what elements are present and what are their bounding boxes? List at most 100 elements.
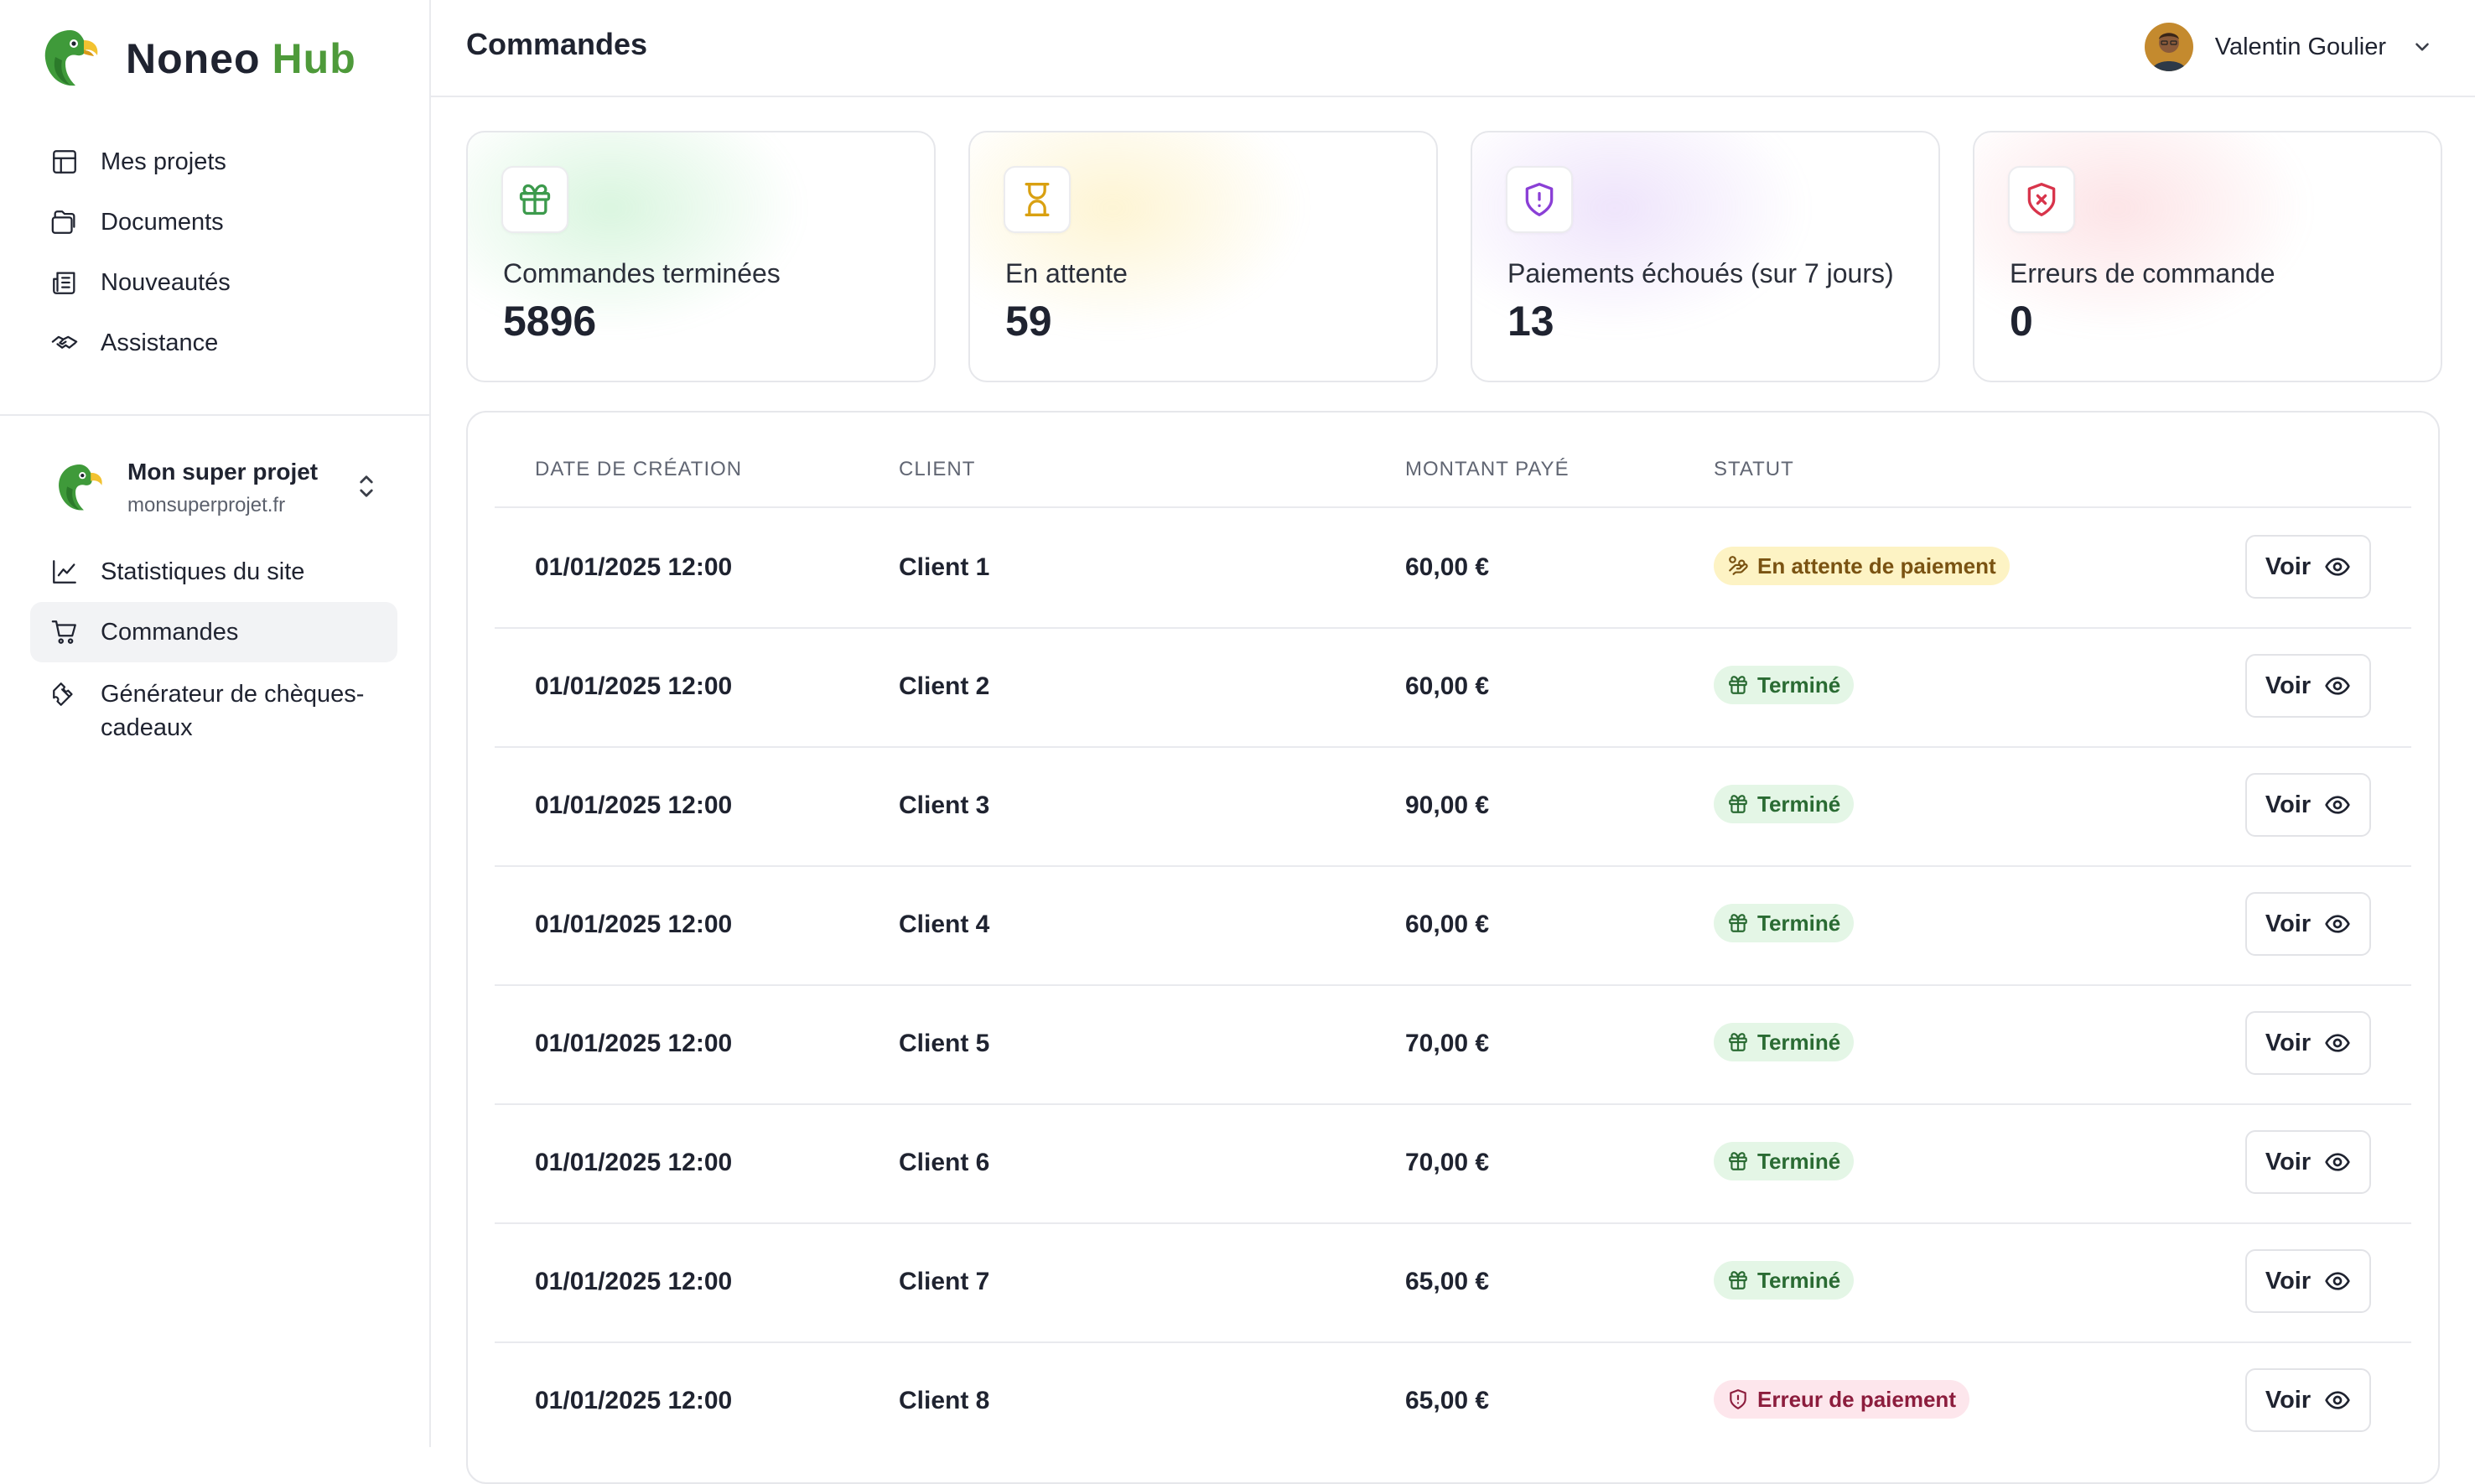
nav-item-nouveautes[interactable]: Nouveautés: [30, 252, 397, 313]
brand-name-main: Noneo: [126, 35, 261, 82]
project-switcher[interactable]: Mon super projet monsuperprojet.fr: [52, 453, 387, 523]
table-row[interactable]: 01/01/2025 12:00 Client 4 60,00 € Termin…: [495, 865, 2411, 986]
view-button[interactable]: Voir: [2245, 773, 2371, 837]
sidebar: Noneo Hub Mes projets Documents Nouveauté…: [0, 0, 431, 1447]
brand-logo[interactable]: Noneo Hub: [37, 25, 356, 92]
gift-icon: [1729, 676, 1747, 694]
cell-amount: 60,00 €: [1405, 553, 1490, 581]
layout-icon: [53, 150, 76, 174]
view-button[interactable]: Voir: [2245, 535, 2371, 599]
hourglass-icon: [1025, 183, 1050, 216]
cell-client: Client 7: [899, 1268, 990, 1295]
view-button[interactable]: Voir: [2245, 1249, 2371, 1313]
brand-name: Noneo Hub: [126, 34, 356, 83]
status-badge: Erreur de paiement: [1714, 1380, 1969, 1419]
ticket-icon: [53, 682, 73, 706]
project-name: Mon super projet: [127, 459, 319, 485]
view-button-label: Voir: [2265, 1267, 2312, 1295]
status-badge: Terminé: [1714, 1261, 1855, 1300]
table-row[interactable]: 01/01/2025 12:00 Client 3 90,00 € Termin…: [495, 746, 2411, 867]
cell-date: 01/01/2025 12:00: [535, 1387, 733, 1414]
stat-label: Commandes terminées: [503, 258, 781, 288]
nav-item-label: Documents: [101, 208, 224, 236]
cell-client: Client 1: [899, 553, 990, 581]
brand-name-suffix: Hub: [272, 35, 356, 82]
stat-value: 0: [2010, 298, 2033, 345]
nav-item-assistance[interactable]: Assistance: [30, 313, 397, 373]
view-button[interactable]: Voir: [2245, 1368, 2371, 1432]
eye-icon: [2325, 1272, 2350, 1290]
stat-value: 13: [1507, 298, 1554, 345]
nav-item-commandes[interactable]: Commandes: [30, 602, 397, 662]
cell-client: Client 8: [899, 1387, 990, 1414]
cell-client: Client 4: [899, 911, 990, 938]
nav-item-label: Assistance: [101, 329, 219, 356]
status-badge: Terminé: [1714, 785, 1855, 823]
status-badge: En attente de paiement: [1714, 547, 2010, 585]
shield-alert-icon: [1525, 183, 1554, 216]
eye-icon: [2325, 677, 2350, 695]
table-row[interactable]: 01/01/2025 12:00 Client 5 70,00 € Termin…: [495, 984, 2411, 1105]
nav-item-generateur-cheques-cadeaux[interactable]: Générateur de chèques- cadeaux: [30, 662, 397, 753]
eye-icon: [2325, 558, 2350, 576]
cell-date: 01/01/2025 12:00: [535, 1030, 733, 1057]
cell-amount: 65,00 €: [1405, 1387, 1490, 1414]
nav-item-label: Générateur de chèques-: [101, 681, 365, 708]
status-text: Terminé: [1757, 791, 1841, 817]
table-row[interactable]: 01/01/2025 12:00 Client 6 70,00 € Termin…: [495, 1103, 2411, 1224]
cell-client: Client 5: [899, 1030, 990, 1057]
status-badge: Terminé: [1714, 1142, 1855, 1180]
stat-label: Paiements échoués (sur 7 jours): [1507, 258, 1894, 288]
table-row[interactable]: 01/01/2025 12:00 Client 8 65,00 € Erreur…: [495, 1341, 2411, 1461]
table-row[interactable]: 01/01/2025 12:00 Client 7 65,00 € Termin…: [495, 1222, 2411, 1343]
column-header-date[interactable]: DATE DE CRÉATION: [535, 458, 743, 480]
gift-icon: [1729, 1033, 1747, 1051]
nav-item-label: Statistiques du site: [101, 558, 305, 585]
project-logo-icon: [59, 464, 102, 511]
handshake-icon: [51, 335, 78, 349]
view-button-label: Voir: [2265, 791, 2312, 818]
view-button[interactable]: Voir: [2245, 1130, 2371, 1194]
shield-alert-icon: [1730, 1389, 1746, 1409]
table-row[interactable]: 01/01/2025 12:00 Client 2 60,00 € Termin…: [495, 627, 2411, 748]
nav-item-statistiques[interactable]: Statistiques du site: [30, 542, 397, 602]
stat-card-failed-payments: Paiements échoués (sur 7 jours) 13: [1471, 131, 1940, 382]
view-button-label: Voir: [2265, 1148, 2312, 1175]
column-header-status[interactable]: STATUT: [1714, 458, 1794, 480]
view-button[interactable]: Voir: [2245, 1011, 2371, 1075]
user-menu[interactable]: Valentin Goulier: [2144, 22, 2433, 72]
gift-icon: [1729, 1152, 1747, 1170]
gift-icon: [1729, 914, 1747, 932]
cell-date: 01/01/2025 12:00: [535, 553, 733, 581]
stat-icon-box: [1506, 166, 1573, 233]
parrot-logo-icon: [44, 30, 98, 86]
avatar[interactable]: [2144, 23, 2193, 71]
status-text: Terminé: [1757, 1148, 1841, 1174]
chevron-up-down-icon[interactable]: [354, 470, 379, 503]
column-header-client[interactable]: CLIENT: [899, 458, 976, 480]
column-header-amount[interactable]: MONTANT PAYÉ: [1405, 458, 1570, 480]
gift-icon: [1729, 795, 1747, 813]
nav-item-mes-projets[interactable]: Mes projets: [30, 132, 397, 192]
stat-label: Erreurs de commande: [2010, 258, 2275, 288]
status-text: Terminé: [1757, 910, 1841, 936]
status-text: Terminé: [1757, 1267, 1841, 1293]
gift-icon: [519, 184, 551, 215]
eye-icon: [2325, 1391, 2350, 1409]
cell-date: 01/01/2025 12:00: [535, 1268, 733, 1295]
status-badge: Terminé: [1714, 666, 1855, 704]
view-button-label: Voir: [2265, 553, 2312, 580]
cell-client: Client 6: [899, 1149, 990, 1176]
nav-item-documents[interactable]: Documents: [30, 192, 397, 252]
table-row[interactable]: 01/01/2025 12:00 Client 1 60,00 € En att…: [495, 508, 2411, 629]
view-button-label: Voir: [2265, 910, 2312, 937]
chevron-down-icon[interactable]: [2411, 36, 2433, 58]
page-title: Commandes: [466, 27, 648, 61]
view-button[interactable]: Voir: [2245, 654, 2371, 718]
cell-amount: 60,00 €: [1405, 911, 1490, 938]
chart-line-icon: [53, 560, 76, 584]
main-nav: Mes projets Documents Nouveautés Assista…: [30, 132, 397, 373]
view-button[interactable]: Voir: [2245, 892, 2371, 956]
stat-card-completed: Commandes terminées 5896: [466, 131, 936, 382]
status-text: En attente de paiement: [1757, 553, 1996, 579]
